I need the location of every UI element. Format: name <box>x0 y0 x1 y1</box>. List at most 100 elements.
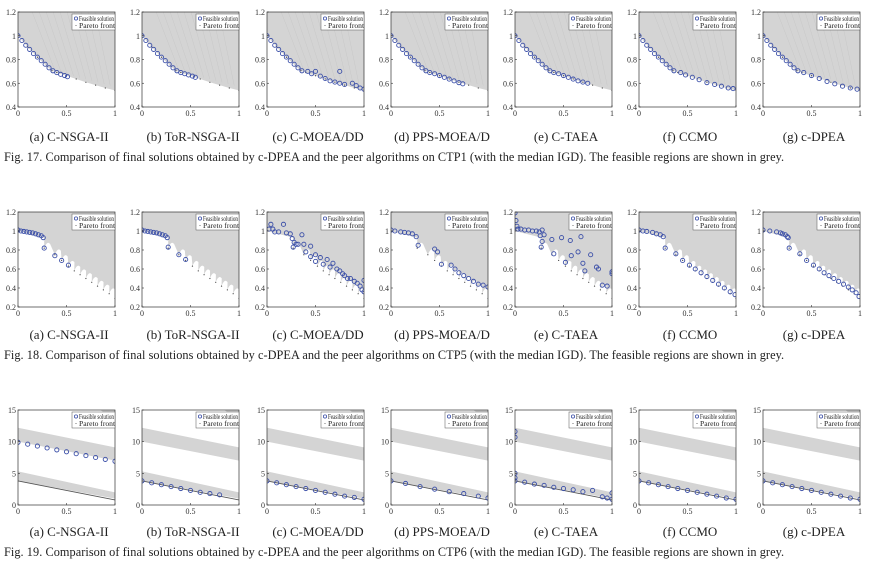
solution-marker <box>684 487 691 493</box>
solution-marker <box>361 289 364 295</box>
x-tick-label: 0 <box>389 109 393 118</box>
solution-marker <box>268 37 274 44</box>
solution-marker <box>838 493 844 499</box>
pareto-point <box>582 81 584 83</box>
y-tick-label: 0.4 <box>379 284 389 293</box>
legend-label-pareto: Pareto front <box>824 221 861 230</box>
legend-dot-icon <box>199 225 201 226</box>
solution-marker <box>34 54 40 60</box>
solution-marker <box>217 492 223 498</box>
y-tick-label: 0.6 <box>503 265 513 274</box>
solution-marker <box>23 42 29 48</box>
subplot-ctp6-1: 0 0.5 1 0 5 10 15 Feasible solution Pareto front <box>122 398 246 522</box>
solution-marker <box>562 259 568 265</box>
solution-marker <box>816 75 822 82</box>
pareto-point <box>310 259 312 262</box>
solution-marker <box>19 37 25 44</box>
solution-marker <box>770 480 776 486</box>
legend-dot-icon <box>75 225 77 226</box>
legend-marker-icon <box>571 414 576 419</box>
pareto-point <box>540 247 542 249</box>
solution-marker <box>413 234 419 240</box>
solution-marker <box>337 68 343 74</box>
legend-dot-icon <box>820 25 822 26</box>
solution-marker <box>396 42 402 48</box>
legend-label-pareto: Pareto front <box>700 21 737 30</box>
y-tick-label: 0.4 <box>627 103 637 112</box>
solution-marker <box>784 234 790 240</box>
x-tick-label: 1 <box>858 109 862 118</box>
solution-marker <box>789 484 795 490</box>
y-tick-label: 1.2 <box>255 208 265 217</box>
subplot-ctp5-3: 0 0.5 1 0.2 0.4 0.6 0.8 1 1.2 Feasible solution Pa… <box>371 200 495 324</box>
subplot-ctp5-0: 0 0.5 1 0.2 0.4 0.6 0.8 1 1.2 Feasible solution Pa… <box>0 200 122 324</box>
subplot-ctp1-4: 0 0.5 1 0.4 0.6 0.8 1 1.2 Feasible solution Paret… <box>495 0 619 124</box>
x-tick-label: 0 <box>140 507 144 516</box>
solution-marker <box>287 231 293 237</box>
legend-marker-icon <box>198 414 203 419</box>
subplot-ctp6-3: 0 0.5 1 0 5 10 15 Feasible solution Pareto front <box>371 398 495 522</box>
pareto-point <box>830 277 832 280</box>
legend-label-pareto: Pareto front <box>700 419 737 428</box>
y-tick-label: 10 <box>505 438 513 447</box>
feasible-band-1 <box>391 427 488 461</box>
y-tick-label: 1.2 <box>751 208 761 217</box>
solution-marker <box>165 244 171 250</box>
y-tick-label: 1 <box>12 32 16 41</box>
solution-marker <box>197 489 203 495</box>
x-tick-label: 0 <box>265 109 269 118</box>
x-tick-label: 0 <box>637 109 641 118</box>
legend-dot-icon <box>199 423 201 424</box>
scatter-plot: 0 0.5 1 0.4 0.6 0.8 1 1.2 Feasible solutionParet… <box>6 8 117 118</box>
legend-label-pareto: Pareto front <box>79 221 116 230</box>
pareto-front-line <box>142 480 239 501</box>
solution-marker <box>704 274 710 280</box>
solution-marker <box>787 61 793 67</box>
y-tick-label: 5 <box>633 469 637 478</box>
subplot-label: (e) C-TAEA <box>533 129 599 144</box>
solution-marker <box>678 70 684 76</box>
y-tick-label: 0.2 <box>255 303 265 312</box>
y-tick-label: 1.2 <box>6 8 16 17</box>
y-tick-label: 0.6 <box>379 79 389 88</box>
pareto-point <box>458 81 460 83</box>
solution-marker <box>520 42 526 48</box>
legend-label-feasible: Feasible solution <box>79 214 114 223</box>
x-tick-label: 0.5 <box>186 309 196 318</box>
pareto-point <box>43 247 45 249</box>
y-tick-label: 1 <box>757 32 761 41</box>
feasible-band-1 <box>639 427 736 461</box>
feasible-band-0 <box>639 471 736 499</box>
x-tick-label: 0.5 <box>559 109 569 118</box>
y-tick-label: 1.2 <box>503 208 513 217</box>
legend-dot-icon <box>820 423 822 424</box>
y-tick-label: 0.2 <box>751 303 761 312</box>
solution-marker <box>34 443 40 449</box>
solution-marker <box>648 46 654 52</box>
pareto-point <box>75 78 77 80</box>
solution-marker <box>665 484 671 490</box>
solution-marker <box>18 227 21 233</box>
solution-marker <box>585 80 591 86</box>
legend-label-feasible: Feasible solution <box>452 214 487 223</box>
x-tick-label: 0.5 <box>311 309 321 318</box>
solution-marker <box>480 282 486 288</box>
solution-marker <box>299 232 305 238</box>
solution-marker <box>785 235 791 241</box>
solution-marker <box>786 245 792 251</box>
pareto-point <box>588 281 590 283</box>
legend-marker-icon <box>198 216 203 221</box>
solution-marker <box>303 249 309 255</box>
legend-label-pareto: Pareto front <box>79 21 116 30</box>
feasible-band-0 <box>391 471 488 499</box>
solution-marker <box>531 481 537 487</box>
x-tick-label: 1 <box>237 109 241 118</box>
x-tick-label: 0.5 <box>62 309 72 318</box>
solution-marker <box>655 482 661 488</box>
y-tick-label: 0.4 <box>503 103 513 112</box>
pareto-point <box>91 281 93 283</box>
